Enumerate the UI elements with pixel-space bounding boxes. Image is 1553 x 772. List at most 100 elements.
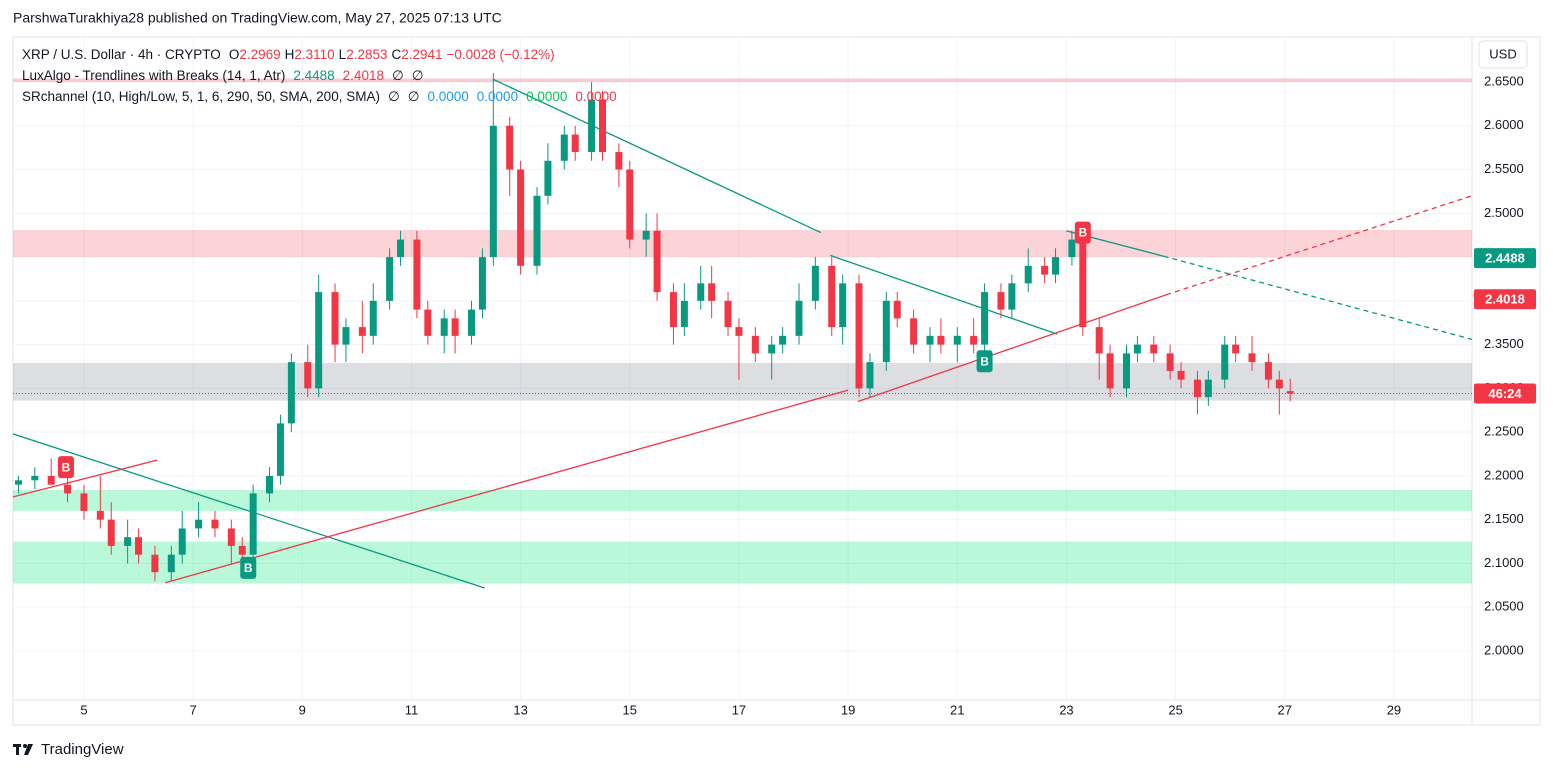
y-tick-label: 2.1000 (1484, 555, 1524, 570)
candle-body (910, 318, 918, 345)
candle-body (238, 545, 246, 555)
y-tick-label: 2.6500 (1484, 73, 1524, 88)
x-tick-label: 27 (1278, 702, 1292, 717)
candle-body (981, 292, 989, 345)
candle-body (544, 160, 552, 196)
candle-body (211, 519, 219, 529)
price-tag-label: 2.4018 (1485, 292, 1525, 307)
trendline (165, 389, 849, 584)
candle-body (47, 475, 55, 485)
break-badge (240, 556, 257, 579)
candle-body (697, 283, 705, 301)
candle-body (1166, 353, 1174, 371)
break-badge (57, 456, 74, 479)
y-tick-label: 2.5000 (1484, 205, 1524, 220)
trendline (13, 433, 485, 589)
x-tick-label: 19 (841, 702, 855, 717)
candle-body (615, 152, 623, 170)
candle-body (779, 335, 787, 345)
x-tick-label: 15 (623, 702, 637, 717)
x-tick-label: 17 (732, 702, 746, 717)
x-tick-label: 21 (950, 702, 964, 717)
x-tick-label: 13 (513, 702, 527, 717)
chart-frame (12, 36, 1541, 726)
candle-body (926, 335, 934, 345)
price-tag (1474, 248, 1536, 269)
indicator-value: 0.0000 (427, 89, 469, 104)
candle-body (937, 335, 945, 345)
y-tick-label: 2.3500 (1484, 336, 1524, 351)
indicator-value: 0.0000 (575, 89, 617, 104)
y-tick-label: 2.2500 (1484, 424, 1524, 439)
candle-body (626, 169, 634, 240)
price-tag-label: 2.4488 (1485, 251, 1525, 266)
x-tick-label: 25 (1168, 702, 1182, 717)
x-tick-label: 9 (299, 702, 306, 717)
candle-body (1052, 257, 1060, 275)
break-label: B (1078, 226, 1087, 240)
candle-body (828, 265, 836, 328)
currency-box[interactable] (1478, 40, 1528, 69)
ohlc-key: O (228, 47, 240, 62)
indicator-value: ∅ (411, 68, 424, 83)
candle-body (893, 300, 901, 319)
candle-body (1133, 344, 1141, 354)
candle-body (266, 475, 274, 494)
candle-body (1122, 353, 1130, 389)
y-tick-label: 2.6000 (1484, 117, 1524, 132)
price-tag (1474, 289, 1536, 310)
ohlc-value: 2.2969 (239, 47, 281, 62)
candle-body (1024, 265, 1032, 284)
candle-body (1079, 239, 1087, 328)
candle-body (440, 318, 448, 336)
sr-zone (13, 229, 1472, 258)
x-tick-label: 5 (80, 702, 87, 717)
candle-body (1095, 327, 1103, 354)
x-tick-label: 23 (1059, 702, 1073, 717)
indicator-value: ∅ (407, 89, 420, 104)
ohlc-key: C (391, 47, 402, 62)
candle-body (14, 480, 22, 485)
candle-body (669, 292, 677, 328)
candle-body (588, 99, 596, 153)
candle-body (227, 528, 235, 546)
candle-body (467, 309, 475, 336)
candle-body (708, 283, 716, 301)
ohlc-value: 2.2853 (346, 47, 388, 62)
candle-body (124, 537, 132, 546)
candle-body (1068, 239, 1076, 258)
y-tick-label: 2.1500 (1484, 511, 1524, 526)
brand: TradingView (41, 741, 124, 758)
candle-body (249, 493, 257, 555)
candle-body (735, 327, 743, 336)
price-tag (1474, 383, 1536, 404)
candle-body (397, 239, 405, 258)
candle-body (413, 239, 421, 310)
brand-logo (13, 744, 33, 755)
candle-body (304, 362, 312, 389)
candle-body (953, 335, 961, 345)
candle-body (795, 300, 803, 336)
indicator-value: ∅ (387, 89, 400, 104)
candle-body (489, 125, 497, 258)
candle-body (1264, 362, 1272, 380)
candle-body (1193, 379, 1201, 398)
candle-body (135, 537, 143, 555)
candle-body (517, 169, 525, 266)
break-label: B (980, 354, 989, 368)
candle-body (287, 362, 295, 424)
symbol: XRP / U.S. Dollar · 4h · CRYPTO (22, 47, 221, 62)
indicator-value: ∅ (391, 68, 404, 83)
attribution: ParshwaTurakhiya28 published on TradingV… (13, 10, 502, 26)
candle-body (560, 134, 568, 161)
break-label: B (62, 460, 71, 474)
candle-body (866, 362, 874, 389)
ohlc-value: 2.2941 (401, 47, 443, 62)
candle-body (478, 257, 486, 310)
candle-body (751, 335, 759, 354)
candle-body (1177, 370, 1185, 380)
candle-body (342, 327, 350, 345)
sr-zone (13, 541, 1472, 584)
candle-body (855, 283, 863, 389)
